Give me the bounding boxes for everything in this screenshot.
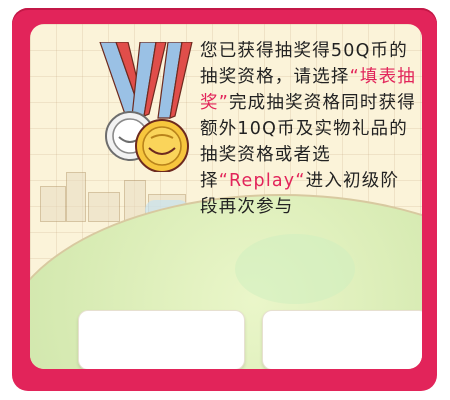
message-part-3: 完成抽奖资格同时获得额外10Q币及实物礼品的抽奖资格或者选择 [200, 93, 416, 191]
left-action-button[interactable] [78, 310, 245, 369]
dialog-panel [30, 24, 422, 369]
message-part-1: 您已获得抽奖得50Q币的抽奖资格，请选择 [200, 41, 408, 87]
right-action-button[interactable] [262, 310, 422, 369]
medals-icon [99, 42, 193, 172]
fill-form-lottery-link: “填表抽奖” [200, 67, 416, 113]
replay-link: “Replay“ [218, 171, 306, 191]
message-part-5: 进入初级阶段再次参与 [200, 171, 400, 217]
instruction-text: 您已获得抽奖得50Q币的抽奖资格，请选择“填表抽奖”完成抽奖资格同时获得额外10… [200, 38, 416, 220]
sea-illustration [235, 234, 355, 304]
